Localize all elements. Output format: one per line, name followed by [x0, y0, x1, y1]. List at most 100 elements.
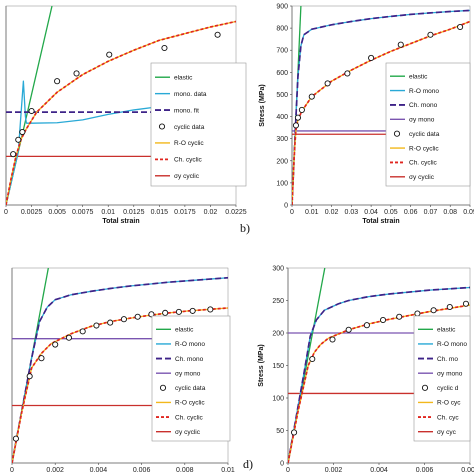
legend-entry: R-O mono: [418, 341, 467, 348]
x-tick-label: 0.006: [133, 467, 151, 474]
data-point: [134, 313, 141, 320]
data-point: [397, 41, 404, 48]
plot-area: [12, 268, 228, 463]
x-tick-label: 0.008: [461, 467, 474, 474]
legend-label: R-O cyclic: [175, 400, 205, 407]
legend-label: σy cyc: [437, 429, 457, 436]
legend-entry: σy cyclic: [155, 173, 200, 180]
legend-label: Ch. mono: [175, 356, 204, 363]
legend-entry: mono. fit: [155, 107, 199, 114]
legend-entry: Ch. mono: [390, 102, 438, 109]
legend-label: mono. data: [174, 91, 207, 98]
legend: elastic R-O mono Ch. mo σy mono cyclic d R-O …: [413, 315, 471, 442]
data-point: [345, 326, 352, 333]
legend-label: cyclic data: [175, 385, 206, 392]
y-tick-label: 700: [276, 48, 288, 55]
y-tick-label: 300: [272, 266, 284, 273]
data-point: [19, 128, 26, 136]
legend-label: R-O cyclic: [174, 140, 204, 147]
legend-marker: [159, 384, 167, 391]
legend-label: Ch. cyc: [437, 414, 459, 421]
data-point: [324, 80, 331, 87]
legend-entry: elastic: [418, 327, 456, 334]
data-point: [427, 31, 434, 38]
data-point: [396, 313, 403, 320]
legend-label: R-O cyc: [437, 400, 461, 407]
legend-entry: σy mono: [418, 370, 463, 377]
x-tick-label: 0.015: [151, 209, 169, 216]
data-point: [298, 106, 305, 113]
y-tick-label: 50: [276, 428, 284, 435]
y-tick-label: 0: [280, 461, 284, 468]
data-point: [175, 308, 182, 315]
data-point: [414, 310, 421, 317]
legend-label: R-O cyclic: [409, 145, 439, 152]
data-point: [457, 23, 464, 31]
y-axis-label: Stress (MPa): [258, 344, 265, 386]
legend-entry: σy mono: [156, 370, 201, 377]
x-tick-label: 0.02: [325, 209, 339, 216]
legend-label: cyclic data: [174, 124, 205, 131]
data-point: [214, 31, 221, 38]
data-point: [15, 136, 22, 143]
data-point: [292, 122, 300, 129]
y-tick-label: 600: [276, 70, 288, 77]
series-cyclic-data-markers: [10, 31, 221, 158]
x-tick-label: 0: [286, 467, 290, 474]
plot-area: [292, 6, 470, 205]
plot-area: [288, 268, 470, 463]
x-tick-label: 0.08: [443, 209, 457, 216]
legend-box: [385, 62, 471, 187]
data-point: [54, 78, 61, 85]
legend-entry: elastic: [155, 75, 193, 82]
legend-entry: σy cyclic: [156, 429, 201, 436]
legend-entry: Ch. cyc: [418, 414, 459, 421]
legend-label: R-O mono: [409, 88, 439, 95]
x-tick-label: 0.004: [90, 467, 108, 474]
legend-label: Ch. mono: [409, 102, 438, 109]
chart-panel-4: 00.0020.0040.0060.008050100150200250300T…: [243, 266, 474, 474]
legend-box: [413, 315, 471, 442]
data-point: [93, 322, 100, 329]
legend-label: cyclic data: [409, 131, 440, 138]
legend-label: R-O mono: [175, 341, 205, 348]
legend-entry: σy mono: [390, 117, 435, 124]
data-point: [294, 114, 301, 121]
data-point: [52, 341, 59, 348]
legend-entry: cyclic data: [158, 123, 205, 131]
legend-label: σy cyclic: [409, 174, 435, 181]
y-tick-label: 250: [272, 298, 284, 305]
x-tick-label: 0.02: [204, 209, 218, 216]
data-point: [73, 70, 80, 77]
series-line-ch-cyclic: [6, 20, 236, 205]
y-tick-label: 100: [276, 180, 288, 187]
y-tick-label: 300: [276, 136, 288, 143]
series-line-ch-mono: [12, 276, 228, 463]
legend: elastic R-O mono Ch. mono σy mono cyclic dat…: [385, 62, 471, 187]
y-tick-label: 0: [284, 203, 288, 210]
x-tick-label: 0.07: [424, 209, 438, 216]
y-tick-label: 200: [276, 158, 288, 165]
series-cyclic-data-markers: [292, 23, 464, 129]
legend-entry: elastic: [390, 73, 428, 80]
data-point: [148, 311, 155, 318]
legend-entry: mono. data: [155, 91, 207, 98]
data-point: [462, 300, 470, 307]
x-tick-label: 0: [10, 467, 14, 474]
series-line-ch-mono: [288, 286, 470, 463]
series-cyclic-data-markers: [12, 306, 214, 442]
panel-label: d): [243, 457, 253, 471]
x-tick-label: 0: [4, 209, 8, 216]
data-point: [38, 355, 45, 362]
legend-label: σy mono: [437, 370, 463, 377]
legend-entry: cyclic data: [159, 384, 206, 392]
legend-marker: [158, 123, 166, 130]
series-line-ch-cyclic: [12, 307, 228, 463]
x-tick-label: 0.09: [463, 209, 474, 216]
x-axis-label: Total strain: [362, 218, 399, 225]
x-tick-label: 0.006: [416, 467, 434, 474]
data-point: [291, 429, 298, 436]
data-point: [162, 309, 169, 316]
x-tick-label: 0.0075: [72, 209, 94, 216]
